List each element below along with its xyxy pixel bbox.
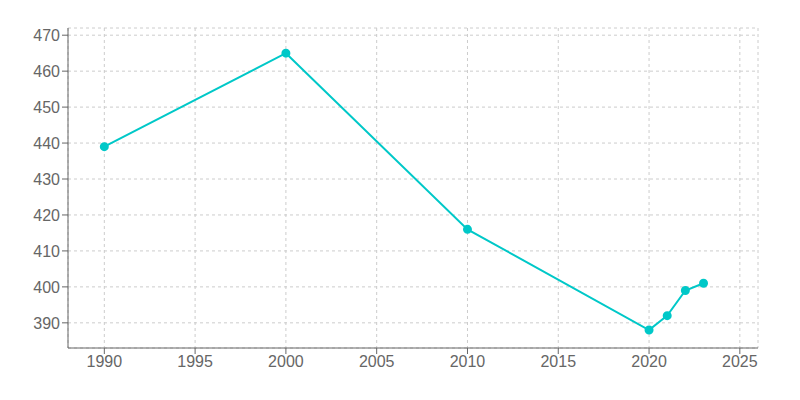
svg-text:390: 390: [33, 315, 60, 332]
svg-text:1995: 1995: [177, 353, 213, 370]
svg-text:2010: 2010: [450, 353, 486, 370]
svg-text:2005: 2005: [359, 353, 395, 370]
svg-text:450: 450: [33, 99, 60, 116]
svg-text:460: 460: [33, 63, 60, 80]
svg-text:2025: 2025: [722, 353, 758, 370]
svg-text:470: 470: [33, 27, 60, 44]
svg-text:440: 440: [33, 135, 60, 152]
svg-text:410: 410: [33, 243, 60, 260]
svg-text:1990: 1990: [87, 353, 123, 370]
svg-text:420: 420: [33, 207, 60, 224]
svg-text:430: 430: [33, 171, 60, 188]
svg-text:400: 400: [33, 279, 60, 296]
svg-text:2020: 2020: [631, 353, 667, 370]
svg-text:2015: 2015: [540, 353, 576, 370]
svg-text:2000: 2000: [268, 353, 304, 370]
